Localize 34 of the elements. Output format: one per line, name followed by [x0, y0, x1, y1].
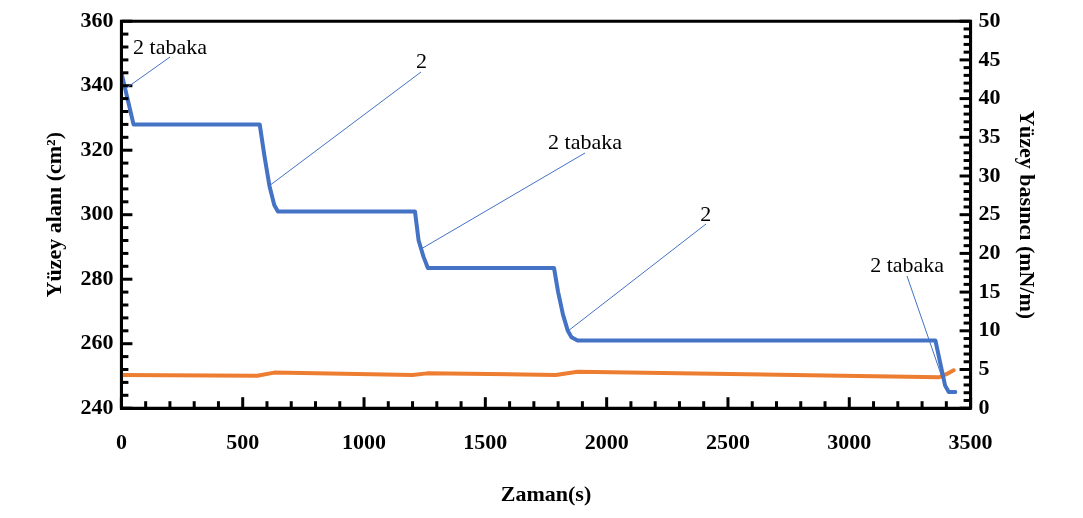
y2-tick-label: 40 — [978, 84, 1001, 110]
x-axis-title: Zaman(s) — [500, 481, 592, 507]
y2-tick-label: 30 — [978, 161, 1001, 187]
annotation: 2 tabaka — [548, 129, 623, 155]
x-tick-label: 3500 — [948, 429, 993, 455]
annotation: 2 tabaka — [870, 252, 945, 278]
annotation: 2 tabaka — [133, 33, 208, 59]
annotation: 2 — [700, 200, 712, 226]
y2-tick-label: 5 — [978, 355, 990, 381]
y2-tick-label: 25 — [978, 200, 1001, 226]
y2-tick-label: 45 — [978, 45, 1001, 71]
annotation: 2 — [415, 48, 427, 74]
y-tick-label: 360 — [80, 6, 114, 32]
x-tick-label: 2000 — [584, 429, 629, 455]
y-tick-label: 260 — [80, 329, 114, 355]
y-axis-title: Yüzey alanı (cm²) — [40, 131, 66, 298]
y-tick-label: 320 — [80, 135, 114, 161]
y2-tick-label: 10 — [978, 316, 1001, 342]
y2-tick-label: 20 — [978, 239, 1001, 265]
y2-tick-label: 50 — [978, 6, 1001, 32]
x-tick-label: 0 — [115, 429, 127, 455]
x-tick-label: 1000 — [342, 429, 387, 455]
y-tick-label: 240 — [80, 393, 114, 419]
x-tick-label: 1500 — [463, 429, 508, 455]
y-tick-label: 300 — [80, 200, 114, 226]
y2-tick-label: 35 — [978, 122, 1001, 148]
y2-tick-label: 0 — [978, 393, 990, 419]
y2-axis-title: Yüzey basıncı (mN/m) — [1015, 110, 1041, 320]
y2-tick-label: 15 — [978, 277, 1001, 303]
x-tick-label: 3000 — [827, 429, 872, 455]
y-tick-label: 280 — [80, 264, 114, 290]
x-tick-label: 2500 — [705, 429, 750, 455]
x-tick-label: 500 — [226, 429, 260, 455]
y-tick-label: 340 — [80, 71, 114, 97]
